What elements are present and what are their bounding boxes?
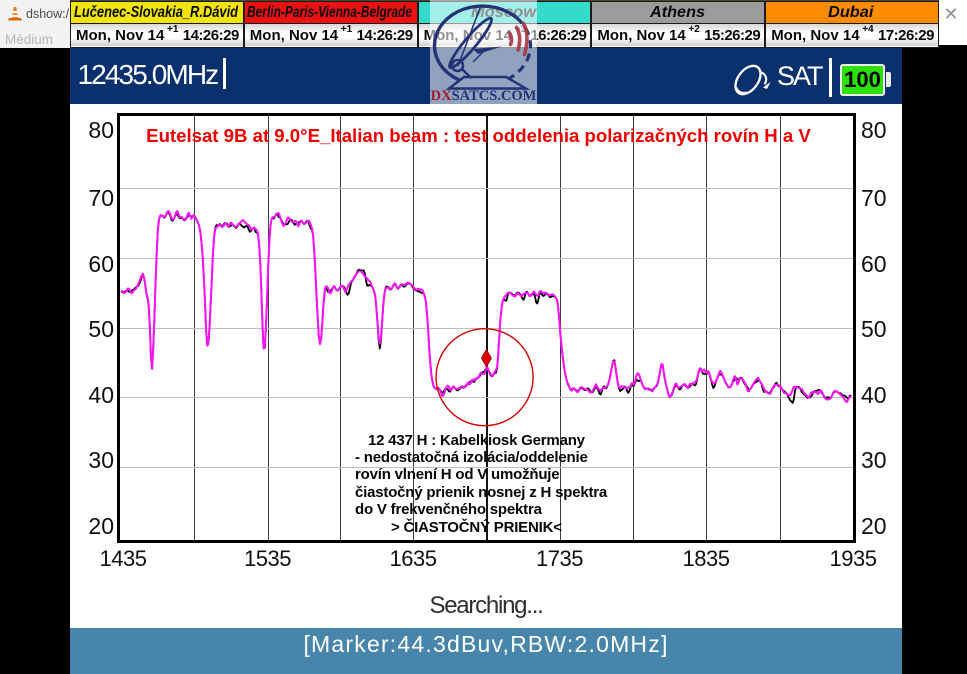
svg-text:DXSATCS.COM: DXSATCS.COM xyxy=(431,88,537,104)
